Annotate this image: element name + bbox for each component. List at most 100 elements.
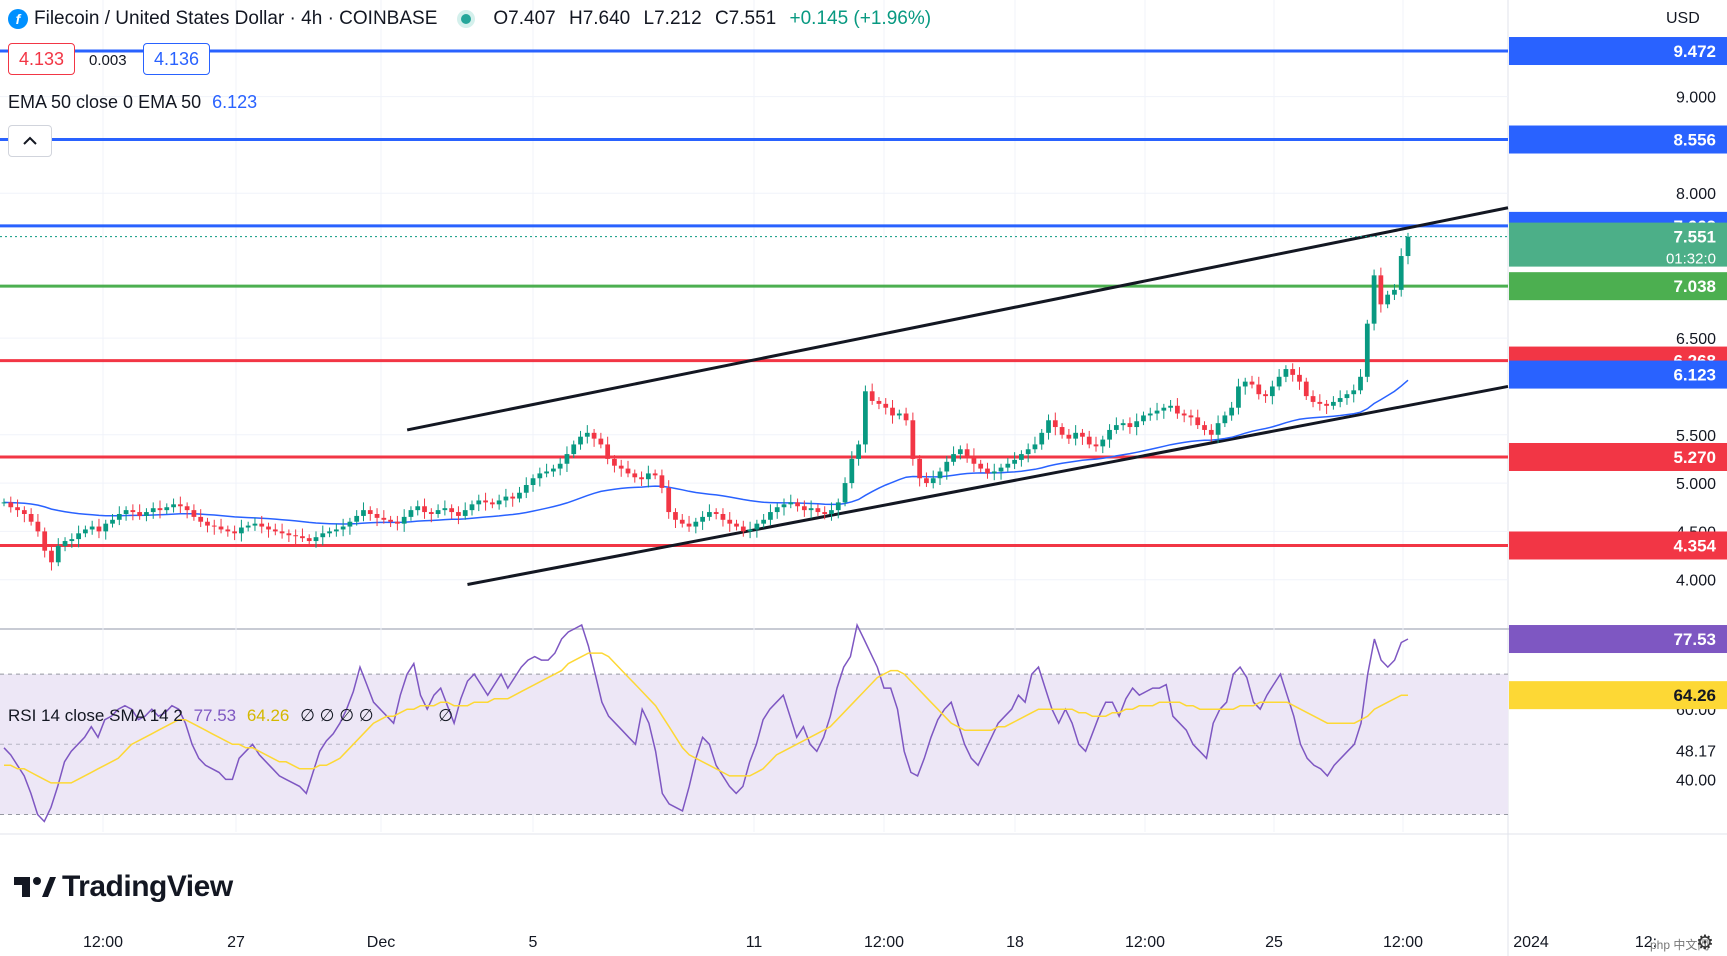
- candle-body: [1154, 410, 1160, 414]
- candle-body: [205, 521, 210, 526]
- candle-body: [1269, 386, 1275, 397]
- candle-body: [69, 539, 75, 542]
- last-price-tag: [1509, 222, 1727, 267]
- candle-body: [795, 502, 800, 507]
- candle-body: [747, 529, 753, 532]
- candle-body: [144, 512, 149, 516]
- x-tick-label: 12:00: [1383, 934, 1423, 951]
- currency-selector[interactable]: USD: [1666, 10, 1700, 27]
- ema-50-line: [3, 379, 1409, 525]
- candle-body: [910, 420, 916, 459]
- candle-body: [15, 507, 20, 511]
- candle-body: [1113, 425, 1119, 430]
- watermark: php 中文网: [1650, 938, 1710, 952]
- candle-body: [822, 512, 828, 514]
- candle-body: [517, 492, 522, 499]
- candle-body: [35, 521, 41, 532]
- candle-body: [700, 516, 705, 522]
- candle-body: [428, 512, 434, 514]
- symbol-header[interactable]: f Filecoin / United States Dollar · 4h ·…: [8, 6, 939, 32]
- sell-button[interactable]: 4.133: [8, 43, 76, 75]
- candle-body: [1086, 436, 1092, 445]
- candle-body: [1283, 369, 1289, 377]
- candle-body: [801, 506, 807, 511]
- level-price-label: 7.038: [1673, 277, 1716, 296]
- y-tick-label: 5.500: [1676, 428, 1716, 445]
- candle-body: [842, 483, 848, 503]
- candle-body: [300, 536, 305, 539]
- rsi-legend[interactable]: RSI 14 close SMA 14 2 77.53 64.26 ∅ ∅ ∅ …: [8, 706, 453, 726]
- rsi-legend-extra-2: ∅: [438, 706, 454, 725]
- x-tick-label: 12:: [1635, 934, 1657, 951]
- candle-body: [110, 519, 115, 524]
- candle-body: [76, 533, 81, 540]
- candle-body: [564, 454, 570, 464]
- candle-body: [239, 527, 244, 534]
- rsi-sma-line: [4, 652, 1408, 784]
- ema-legend-value: 6.123: [212, 92, 258, 112]
- candle-body: [985, 468, 990, 474]
- candle-body: [754, 523, 760, 530]
- candle-body: [137, 512, 143, 516]
- candle-body: [1120, 423, 1126, 426]
- ema-legend[interactable]: EMA 50 close 0 EMA 50 6.123: [8, 92, 257, 113]
- candle-body: [1080, 432, 1085, 437]
- candle-body: [808, 508, 814, 511]
- candle-body: [1046, 420, 1051, 433]
- candle-body: [679, 519, 685, 524]
- candle-body: [1398, 256, 1404, 290]
- candle-body: [917, 458, 923, 479]
- open-value: O7.407: [493, 8, 556, 29]
- buy-button[interactable]: 4.136: [143, 43, 211, 75]
- countdown-label: 01:32:0: [1666, 251, 1716, 268]
- x-tick-label: 5: [529, 934, 538, 951]
- candle-body: [211, 525, 217, 527]
- level-price-tag: [1509, 442, 1727, 471]
- candle-body: [1005, 463, 1011, 468]
- candle-body: [1351, 390, 1357, 395]
- y-tick-label: 9.000: [1676, 90, 1716, 107]
- candle-body: [991, 471, 997, 474]
- candle-body: [686, 523, 692, 527]
- settings-icon[interactable]: ⚙: [1696, 932, 1714, 954]
- candle-body: [184, 506, 190, 511]
- candle-body: [1032, 444, 1038, 450]
- candle-body: [408, 510, 414, 517]
- candle-body: [1236, 386, 1241, 408]
- candle-body: [1059, 427, 1065, 435]
- candle-body: [1168, 405, 1173, 408]
- candle-body: [835, 502, 841, 511]
- candle-body: [327, 531, 332, 534]
- candle-body: [1208, 429, 1214, 435]
- candle-body: [957, 449, 963, 455]
- ema-legend-label: EMA 50 close 0 EMA 50: [8, 92, 202, 112]
- collapse-legend-button[interactable]: [8, 125, 52, 157]
- ema-price-tag: [1509, 360, 1727, 389]
- candle-body: [1276, 376, 1282, 387]
- candle-body: [1093, 444, 1099, 447]
- y-tick-label: 6.500: [1676, 331, 1716, 348]
- candle-body: [306, 538, 312, 542]
- y-tick-label: 4.000: [1676, 573, 1716, 590]
- candle-body: [1263, 394, 1268, 397]
- x-tick-label: 12:00: [83, 934, 123, 951]
- level-price-label: 4.354: [1673, 536, 1716, 555]
- candle-body: [768, 512, 773, 520]
- level-price-tag: [1509, 37, 1727, 66]
- candle-body: [876, 400, 882, 404]
- candle-body: [544, 471, 549, 474]
- symbol-title[interactable]: Filecoin / United States Dollar · 4h · C…: [34, 8, 438, 29]
- candle-body: [28, 513, 34, 522]
- candle-body: [924, 478, 929, 484]
- candle-body: [381, 517, 387, 520]
- y-tick-label: 5.000: [1676, 476, 1716, 493]
- candle-body: [232, 531, 237, 534]
- candle-body: [96, 526, 102, 532]
- candle-body: [727, 519, 733, 524]
- rsi-value-label: 77.53: [1673, 630, 1716, 649]
- tradingview-brand: TradingView: [62, 870, 233, 903]
- candle-body: [1202, 425, 1207, 430]
- candle-body: [1188, 415, 1194, 418]
- candle-body: [896, 413, 902, 416]
